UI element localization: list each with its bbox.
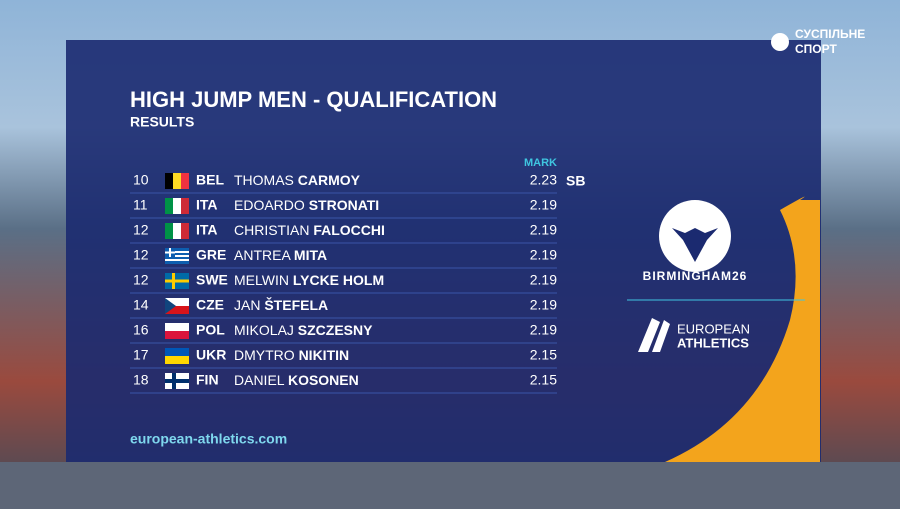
first-name: MELWIN [234,272,289,288]
result-row: 18 FIN DANIEL KOSONEN 2.15 [130,372,557,394]
broadcaster-name: СУСПІЛЬНЕ [795,27,865,41]
result-row: 12 GRE ANTREA MITA 2.19 [130,247,557,269]
rank: 16 [133,322,149,338]
athlete-name: JAN ŠTEFELA [234,296,328,313]
country-code: UKR [196,347,226,363]
mark: 2.23 [530,172,557,188]
mark: 2.19 [530,222,557,238]
logo-mark [771,33,789,51]
flags [165,173,189,389]
first-name: DMYTRO [234,347,295,363]
rank: 18 [133,372,149,388]
first-name: THOMAS [234,172,294,188]
flag [165,298,189,314]
first-name: JAN [234,297,260,313]
flag [165,348,189,364]
first-name: MIKOLAJ [234,322,294,338]
flag [165,198,189,214]
broadcaster-logo: СУСПІЛЬНЕ СПОРТ [771,27,865,56]
crowd [0,462,900,509]
country-code: ITA [196,222,218,238]
result-row: 16 POL MIKOLAJ SZCZESNY 2.19 [130,322,557,344]
mark: 2.15 [530,347,557,363]
last-name: STRONATI [309,197,380,213]
flag [165,173,189,189]
rank: 11 [133,197,148,213]
event-name: BIRMINGHAM26 [643,269,748,283]
flag [165,223,189,239]
rank: 10 [133,172,149,188]
last-name: KOSONEN [288,372,359,388]
athlete-name: THOMAS CARMOY [234,172,361,188]
last-name: NIKITIN [299,347,350,363]
bull-head [672,228,718,262]
country-code: BEL [196,172,224,188]
results-table: 10 BEL THOMAS CARMOY 2.23 SB 11 ITA EDOARDO STR… [130,172,585,394]
mark: 2.19 [530,247,557,263]
result-row: 12 SWE MELWIN LYCKE HOLM 2.19 [130,272,557,294]
rank: 12 [133,247,149,263]
mark-note: SB [566,173,585,189]
result-row: 10 BEL THOMAS CARMOY 2.23 SB [130,172,585,194]
result-row: 14 CZE JAN ŠTEFELA 2.19 [130,296,557,319]
rank: 12 [133,272,149,288]
first-name: EDOARDO [234,197,305,213]
athlete-name: MIKOLAJ SZCZESNY [234,322,373,338]
last-name: LYCKE HOLM [293,272,384,288]
country-code: CZE [196,297,224,313]
country-code: POL [196,322,225,338]
last-name: CARMOY [298,172,361,188]
org-logo: EUROPEAN ATHLETICS [638,318,750,352]
org-mark [638,318,670,352]
athlete-name: ANTREA MITA [234,247,327,263]
athlete-name: CHRISTIAN FALOCCHI [234,222,385,238]
mark: 2.15 [530,372,557,388]
org-name: EUROPEAN [677,321,750,336]
result-row: 17 UKR DMYTRO NIKITIN 2.15 [130,347,557,369]
first-name: CHRISTIAN [234,222,309,238]
org-name: ATHLETICS [677,335,749,350]
last-name: MITA [294,247,327,263]
first-name: ANTREA [234,247,291,263]
athlete-name: DMYTRO NIKITIN [234,347,349,363]
flag [165,248,189,264]
mark: 2.19 [530,322,557,338]
flag [165,273,189,289]
subtitle: RESULTS [130,114,194,130]
last-name: ŠTEFELA [264,296,328,313]
last-name: FALOCCHI [313,222,385,238]
country-code: ITA [196,197,218,213]
rank: 17 [133,347,149,363]
title: HIGH JUMP MEN - QUALIFICATION [130,87,497,112]
mark: 2.19 [530,297,557,313]
athlete-name: MELWIN LYCKE HOLM [234,272,384,288]
mark: 2.19 [530,272,557,288]
first-name: DANIEL [234,372,285,388]
column-header: MARK [524,157,557,169]
event-logo: BIRMINGHAM26 [643,200,748,283]
rank: 14 [133,297,149,313]
country-code: GRE [196,247,226,263]
broadcaster-name: СПОРТ [795,42,837,56]
athlete-name: EDOARDO STRONATI [234,197,379,213]
flag [165,323,189,339]
result-row: 12 ITA CHRISTIAN FALOCCHI 2.19 [130,222,557,244]
url: european-athletics.com [130,431,287,447]
last-name: SZCZESNY [298,322,373,338]
country-code: FIN [196,372,219,388]
mark: 2.19 [530,197,557,213]
flag [165,373,189,389]
rank: 12 [133,222,149,238]
result-row: 11 ITA EDOARDO STRONATI 2.19 [130,197,557,219]
orange-arc [665,196,820,462]
athlete-name: DANIEL KOSONEN [234,372,359,388]
country-code: SWE [196,272,228,288]
